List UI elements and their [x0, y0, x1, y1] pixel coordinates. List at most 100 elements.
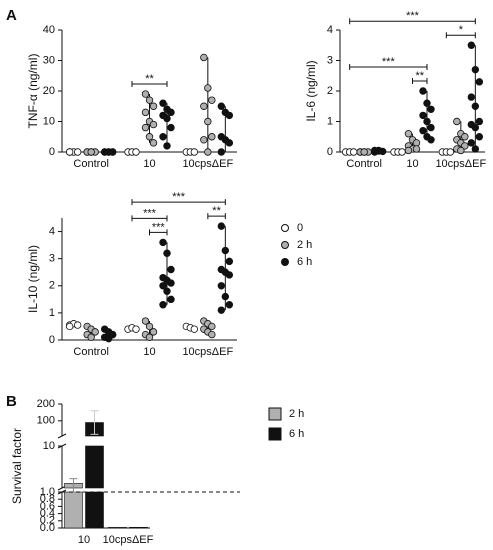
bar — [129, 526, 148, 529]
data-point — [467, 93, 476, 101]
y-axis-label: Survival factor — [10, 428, 24, 504]
data-point — [225, 301, 234, 309]
legend-label: 6 h — [297, 256, 312, 268]
data-point — [145, 96, 154, 104]
bar — [108, 526, 127, 529]
data-point — [217, 102, 226, 110]
y-tick-label: 1.0 — [40, 486, 55, 498]
data-point — [91, 328, 99, 336]
legend-label: 2 h — [297, 239, 312, 251]
x-tick-label: Control — [73, 158, 108, 170]
data-point — [398, 148, 406, 156]
data-point — [73, 321, 82, 329]
data-point — [141, 317, 150, 325]
significance: ** — [415, 70, 424, 82]
data-point — [423, 99, 431, 107]
data-point — [461, 133, 469, 141]
x-tick-label: 10 — [406, 158, 418, 170]
bar — [85, 445, 104, 489]
data-point — [163, 142, 171, 150]
data-point — [167, 123, 175, 132]
data-point — [374, 147, 383, 155]
data-point — [471, 145, 480, 153]
y-tick-label: 0 — [49, 334, 55, 346]
data-point — [208, 96, 216, 104]
x-tick-label: 10cpsΔEF — [435, 158, 486, 170]
data-point — [217, 282, 226, 290]
data-point — [360, 148, 368, 156]
data-point — [471, 123, 480, 132]
data-point — [217, 306, 226, 314]
data-point — [167, 108, 175, 117]
y-tick-label: 0.0 — [40, 522, 55, 534]
data-point — [471, 102, 480, 110]
data-point — [404, 129, 413, 138]
data-point — [141, 90, 150, 98]
legend-marker — [281, 224, 289, 232]
y-tick-label: 3 — [49, 253, 55, 265]
data-point — [208, 330, 216, 339]
data-point — [221, 246, 230, 255]
data-point — [419, 126, 427, 135]
bar — [85, 491, 104, 529]
data-point — [163, 249, 171, 257]
significance: * — [459, 24, 464, 36]
y-tick-label: 2 — [327, 85, 333, 97]
y-tick-label: 0 — [327, 146, 333, 158]
y-tick-label: 10 — [43, 440, 55, 452]
y-tick-label: 0.8 — [40, 493, 55, 505]
x-tick-label: 10 — [143, 346, 155, 358]
data-point — [217, 222, 226, 230]
x-tick-label: 10 — [78, 534, 90, 546]
data-point — [419, 87, 427, 95]
data-point — [467, 139, 476, 147]
data-point — [475, 117, 484, 126]
data-point — [145, 333, 154, 341]
significance: *** — [152, 221, 166, 233]
y-tick-label: 4 — [327, 24, 333, 36]
data-point — [149, 120, 158, 129]
data-point — [349, 148, 358, 156]
data-point — [204, 148, 212, 156]
data-point — [167, 295, 175, 304]
y-tick-label: 0.4 — [40, 508, 55, 520]
data-point — [108, 330, 117, 339]
data-point — [163, 287, 171, 295]
data-point — [190, 325, 199, 333]
data-point — [225, 111, 234, 120]
panel-label: B — [6, 393, 17, 410]
bar — [64, 491, 83, 529]
data-point — [149, 139, 158, 147]
data-point — [200, 53, 208, 62]
legend-label: 2 h — [289, 408, 304, 420]
data-point — [132, 325, 140, 333]
data-point — [167, 279, 175, 287]
data-point — [159, 301, 167, 309]
x-tick-label: Control — [73, 346, 108, 358]
y-axis-label: TNF-α (ng/ml) — [26, 54, 40, 129]
data-point — [467, 41, 476, 49]
x-tick-label: 10cpsΔEF — [182, 346, 233, 358]
data-point — [87, 333, 95, 341]
data-point — [108, 148, 117, 156]
data-point — [141, 123, 150, 132]
data-point — [159, 133, 167, 141]
data-point — [208, 133, 216, 141]
y-tick-label: 200 — [37, 398, 55, 410]
x-tick-label: Control — [346, 158, 381, 170]
data-point — [427, 136, 435, 144]
y-axis-label: IL-10 (ng/ml) — [26, 245, 40, 313]
y-tick-label: 4 — [49, 225, 55, 237]
data-point — [221, 292, 230, 301]
data-point — [65, 322, 74, 331]
data-point — [200, 136, 208, 144]
y-tick-label: 2 — [49, 280, 55, 292]
data-point — [412, 139, 421, 147]
data-point — [225, 271, 234, 279]
significance: ** — [145, 73, 154, 85]
data-point — [412, 145, 421, 153]
significance: ** — [212, 205, 221, 217]
data-point — [132, 148, 140, 156]
x-tick-label: 10cpsΔEF — [182, 158, 233, 170]
